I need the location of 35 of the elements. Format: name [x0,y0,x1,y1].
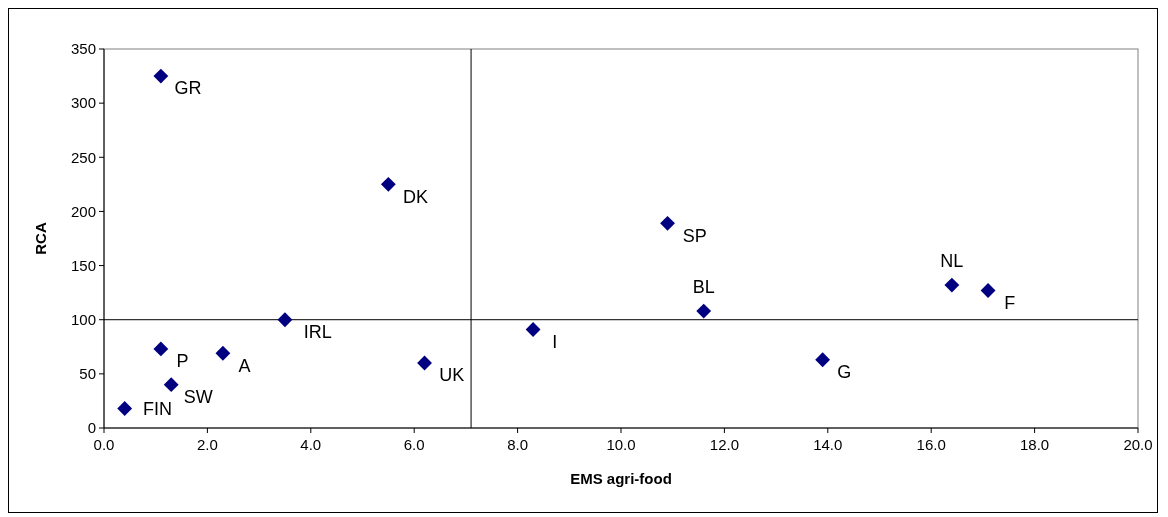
x-tick-label: 14.0 [813,436,843,453]
annotation: BL [692,277,715,298]
x-tick-label: 20.0 [1123,436,1153,453]
x-tick-label: 0.0 [93,436,115,453]
annotation: FIN [142,398,172,419]
x-tick-label: 10.0 [606,436,636,453]
annotation: UK [439,365,465,386]
annotation: DK [403,186,429,207]
y-tick-label: 250 [70,148,96,166]
annotation: I [552,331,558,352]
x-tick-label: 2.0 [196,436,218,453]
y-tick-label: 150 [70,256,96,274]
y-axis-title: RCA [32,222,49,255]
x-tick-label: 6.0 [403,436,425,453]
annotation: GR [174,78,202,99]
y-tick-label: 350 [70,40,96,58]
annotation: SW [183,386,213,407]
annotation: A [238,355,251,376]
annotation: NL [940,251,964,272]
y-tick-label: 200 [70,202,96,220]
annotation: P [176,351,189,372]
x-axis-title: EMS agri-food [570,470,672,487]
x-tick-label: 8.0 [507,436,529,453]
y-tick-label: 100 [70,310,96,328]
y-tick-label: 50 [79,365,96,383]
annotation: G [837,362,852,383]
x-tick-label: 4.0 [300,436,322,453]
y-tick-label: 300 [70,94,96,112]
annotation: IRL [303,322,332,343]
x-tick-label: 12.0 [709,436,739,453]
annotation: SP [682,225,707,246]
y-tick-label: 0 [87,419,96,437]
annotation: F [1004,292,1016,313]
x-tick-label: 18.0 [1020,436,1050,453]
x-tick-label: 16.0 [916,436,946,453]
